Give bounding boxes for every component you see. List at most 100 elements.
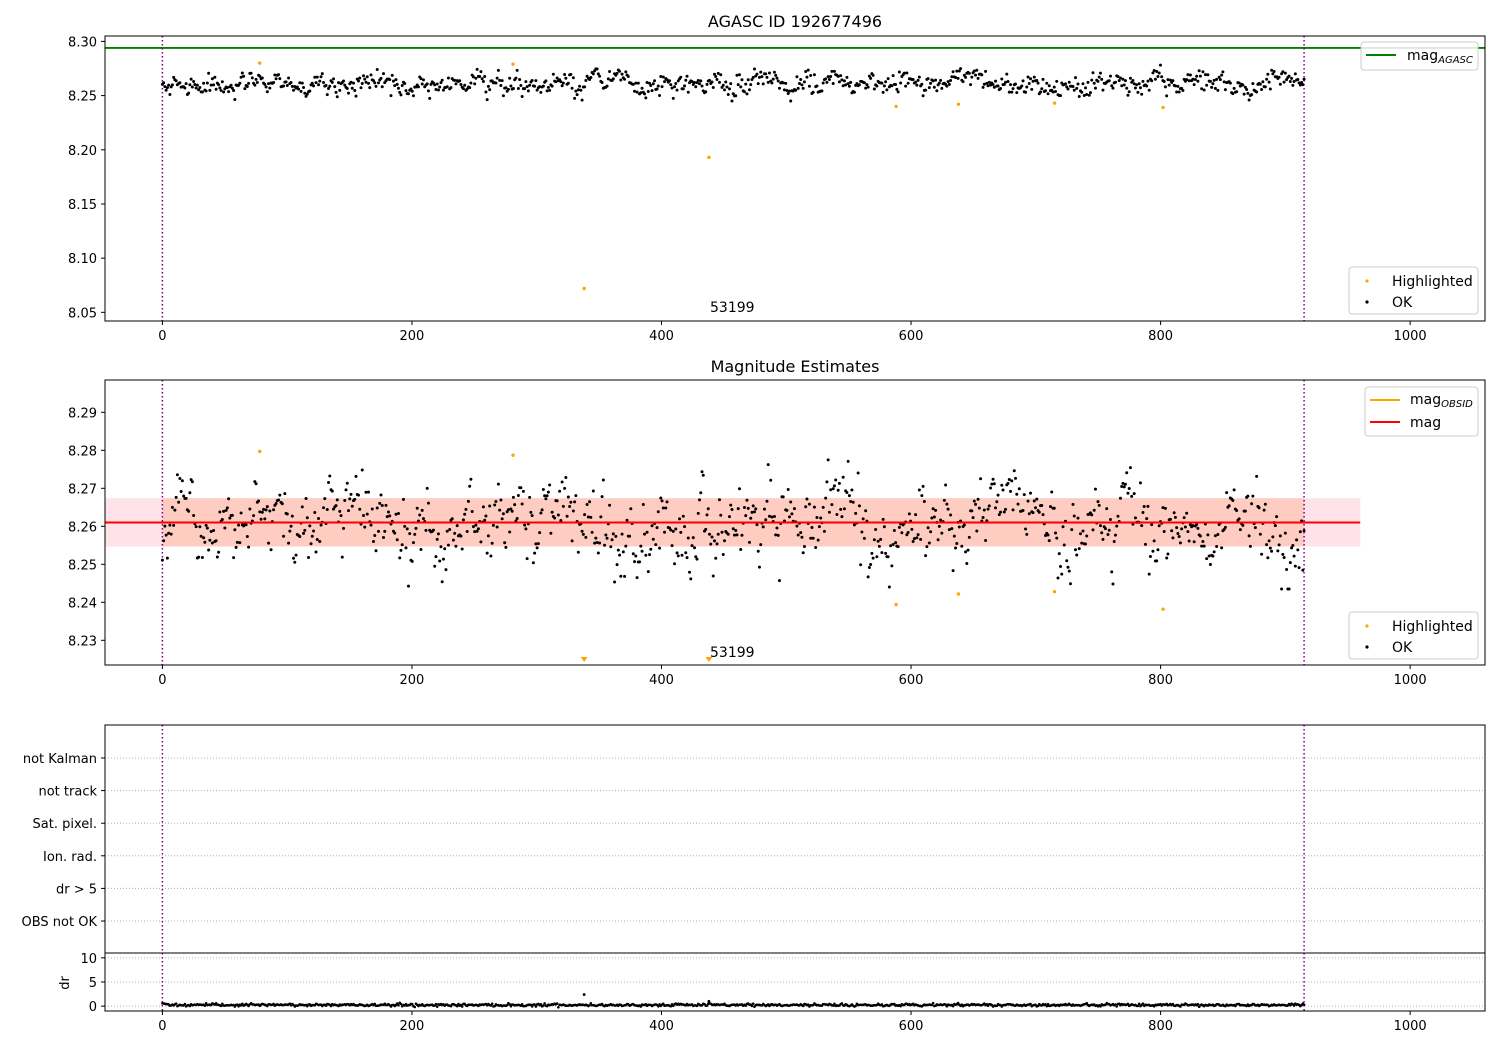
ok-point [832,69,836,73]
ok-point [385,515,389,519]
ok-point [725,85,729,89]
ok-point [438,85,442,89]
ok-point [420,508,424,512]
ok-point [485,98,489,102]
ok-point [443,547,447,551]
ok-point [684,78,688,82]
ok-point [357,493,361,497]
ok-point [1113,80,1117,84]
ok-point [322,506,326,510]
ok-point [334,504,338,508]
ok-point [714,74,718,78]
ok-point [676,554,680,558]
ok-point [534,542,538,546]
ok-point [209,529,213,533]
ok-point [876,539,880,543]
ok-point [751,75,755,79]
ok-point [875,555,879,559]
ok-point [1000,483,1004,487]
ok-point [1175,526,1179,530]
ok-point [1145,517,1149,521]
ok-point [1107,528,1111,532]
ok-point [671,96,675,100]
ok-point [742,505,746,509]
ok-point [786,91,790,95]
ok-point [342,526,346,530]
dr-outlier-point [707,999,711,1003]
ok-point [1009,83,1013,87]
ok-point [668,79,672,83]
ok-point [704,90,708,94]
ok-point [569,500,573,504]
ok-point [313,75,317,79]
ok-point [1060,572,1064,576]
ok-point [1027,512,1031,516]
ok-point [947,82,951,86]
ok-point [1193,78,1197,82]
ok-point [564,76,568,80]
ok-point [1044,89,1048,93]
ok-point [453,531,457,535]
ok-point [343,83,347,87]
ok-point [1276,549,1280,553]
ok-point [782,88,786,92]
ok-point [474,523,478,527]
ok-point [974,73,978,77]
ok-point [1161,506,1165,510]
ok-point [445,85,449,89]
ok-point [353,89,357,93]
ok-point [445,529,449,533]
ok-point [1055,79,1059,83]
ok-point [714,556,718,560]
ok-point [576,550,580,554]
ok-point [282,534,286,538]
ok-point [455,524,459,528]
ok-point [420,82,424,86]
ok-point [1093,86,1097,90]
ok-point [999,86,1003,90]
ok-point [914,513,918,517]
ok-point [861,517,865,521]
ok-point [264,85,268,89]
ok-point [498,78,502,82]
ok-point [1242,92,1246,96]
ok-point [277,73,281,77]
dr-point [1114,1003,1117,1006]
ok-point [218,510,222,514]
ok-point [643,532,647,536]
ok-point [163,85,167,89]
ok-point [495,525,499,529]
ok-point [434,555,438,559]
ok-point [945,502,949,506]
ok-point [538,531,542,535]
ok-point [1221,70,1225,74]
ok-point [795,75,799,79]
ok-point [1175,90,1179,94]
dr-point [1044,1002,1047,1006]
ok-point [694,555,698,559]
ok-point [1183,525,1187,529]
ok-point [776,79,780,83]
ok-point [292,88,296,92]
ok-point [1082,94,1086,98]
ok-point [164,533,168,537]
ok-point [756,549,760,553]
ok-point [1087,93,1091,97]
ok-point [528,83,532,87]
ok-point [524,527,528,531]
panel-agasc: AGASC ID 192677496 53199 0 200 400 600 800 10… [68,12,1486,344]
ok-point [997,513,1001,517]
legend-label-mag-agasc: magAGASC [1407,48,1473,66]
ok-point [1025,85,1029,89]
ok-point [1142,505,1146,509]
ok-point [1163,85,1167,89]
ok-point [1291,543,1295,547]
ok-point [1039,90,1043,94]
ok-point [1030,87,1034,91]
ok-point [899,81,903,85]
ok-point [1181,89,1185,93]
plot-area-flags [105,725,1485,953]
ok-point [916,533,920,537]
ok-point [499,498,503,502]
